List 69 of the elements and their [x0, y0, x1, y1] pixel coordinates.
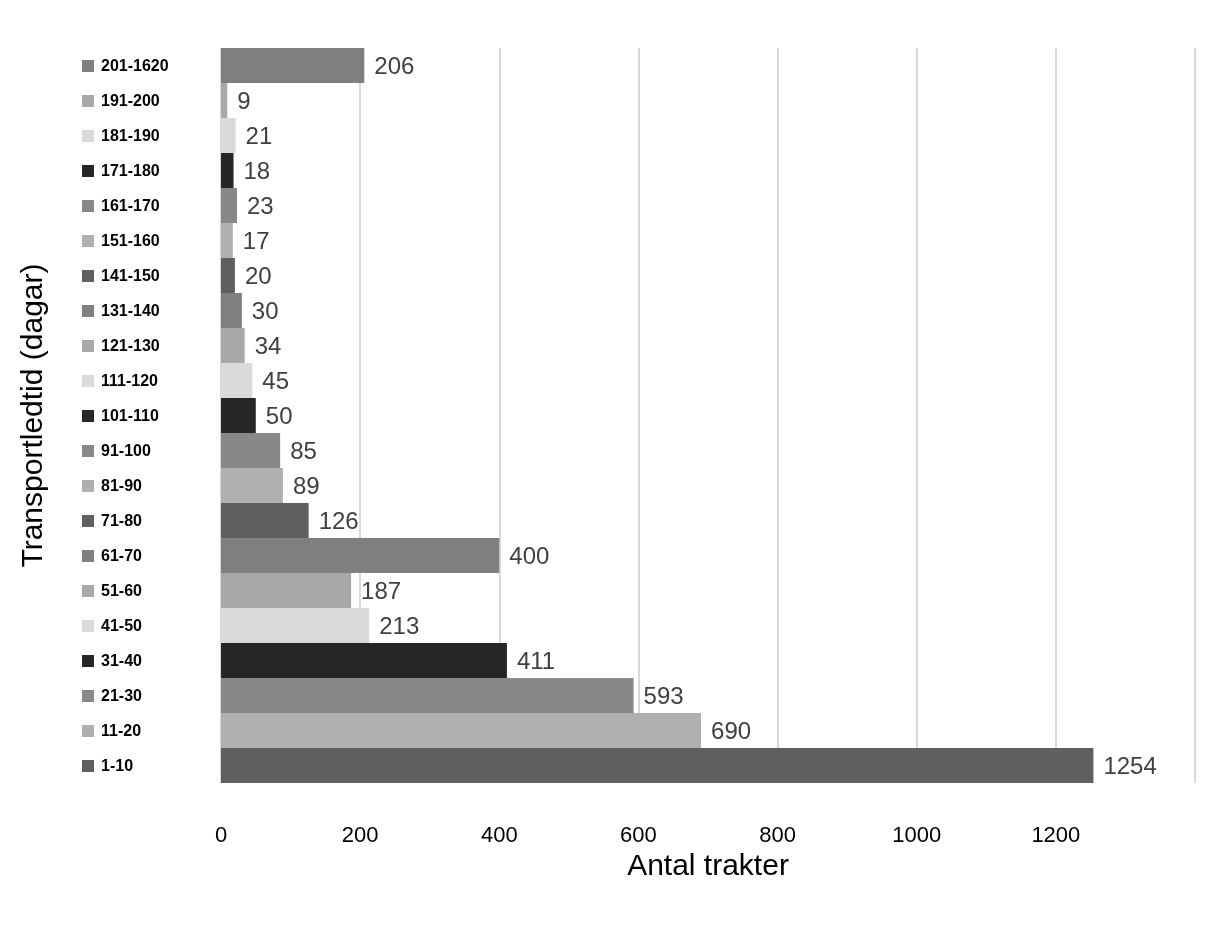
data-label: 1254 [1103, 752, 1157, 779]
data-label: 50 [265, 402, 293, 429]
bar [221, 468, 283, 503]
bar [221, 678, 634, 713]
bar [221, 48, 365, 83]
x-axis-title: Antal trakter [627, 848, 789, 882]
y-tick-label: 191-200 [101, 92, 160, 109]
data-label: 126 [318, 507, 359, 534]
data-label: 23 [247, 192, 274, 219]
bar [221, 328, 245, 363]
bar [221, 503, 309, 538]
data-label: 85 [290, 437, 317, 464]
y-tick-label: 41-50 [101, 617, 143, 634]
data-label: 213 [379, 612, 420, 639]
bar [221, 573, 352, 608]
x-tick-label: 400 [480, 821, 518, 847]
bar [221, 538, 500, 573]
y-tick-label: 51-60 [101, 582, 143, 599]
y-tick-label: 61-70 [101, 547, 143, 564]
x-tick-label: 1200 [1031, 821, 1081, 847]
bar [221, 188, 237, 223]
bar [221, 748, 1094, 783]
y-tick-label: 131-140 [101, 302, 160, 319]
data-label: 18 [243, 157, 271, 184]
data-label: 690 [711, 717, 752, 744]
data-label: 21 [245, 122, 273, 149]
bar [221, 223, 233, 258]
y-tick-label: 181-190 [101, 127, 160, 144]
bar [221, 83, 228, 118]
x-tick-label: 800 [759, 821, 796, 847]
data-label: 593 [643, 682, 684, 709]
y-tick-label: 151-160 [101, 232, 160, 249]
y-tick-label: 111-120 [101, 372, 159, 389]
y-tick-label: 121-130 [101, 337, 160, 354]
data-label: 45 [262, 367, 290, 394]
y-tick-label: 81-90 [101, 477, 143, 494]
bar [221, 293, 242, 328]
y-tick-label: 101-110 [101, 407, 159, 424]
data-label: 400 [509, 542, 550, 569]
bar [221, 433, 281, 468]
data-label: 9 [237, 87, 251, 114]
data-label: 34 [254, 332, 282, 359]
bar [221, 153, 234, 188]
bar [221, 258, 235, 293]
data-label: 17 [242, 227, 270, 254]
y-tick-label: 171-180 [101, 162, 160, 179]
y-tick-label: 71-80 [101, 512, 143, 529]
data-label: 89 [292, 472, 320, 499]
bar [221, 643, 507, 678]
data-label: 187 [361, 577, 402, 604]
data-label: 20 [244, 262, 272, 289]
y-tick-label: 21-30 [101, 687, 143, 704]
y-tick-label: 141-150 [101, 267, 160, 284]
y-tick-label: 161-170 [101, 197, 160, 214]
y-tick-label: 91-100 [101, 442, 151, 459]
y-tick-label: 11-20 [101, 722, 142, 739]
y-tick-label: 31-40 [101, 652, 143, 669]
y-tick-label: 1-10 [101, 757, 134, 774]
x-tick-label: 0 [214, 821, 228, 847]
data-label: 30 [251, 297, 279, 324]
bar [221, 713, 702, 748]
y-tick-label: 201-1620 [101, 57, 169, 74]
data-label: 206 [374, 52, 415, 79]
x-tick-label: 600 [620, 821, 657, 847]
x-tick-label: 200 [341, 821, 379, 847]
x-tick-label: 1000 [892, 821, 942, 847]
data-label: 411 [516, 647, 556, 674]
y-axis-title: Transportledtid (dagar) [14, 263, 48, 568]
bar [221, 398, 256, 433]
